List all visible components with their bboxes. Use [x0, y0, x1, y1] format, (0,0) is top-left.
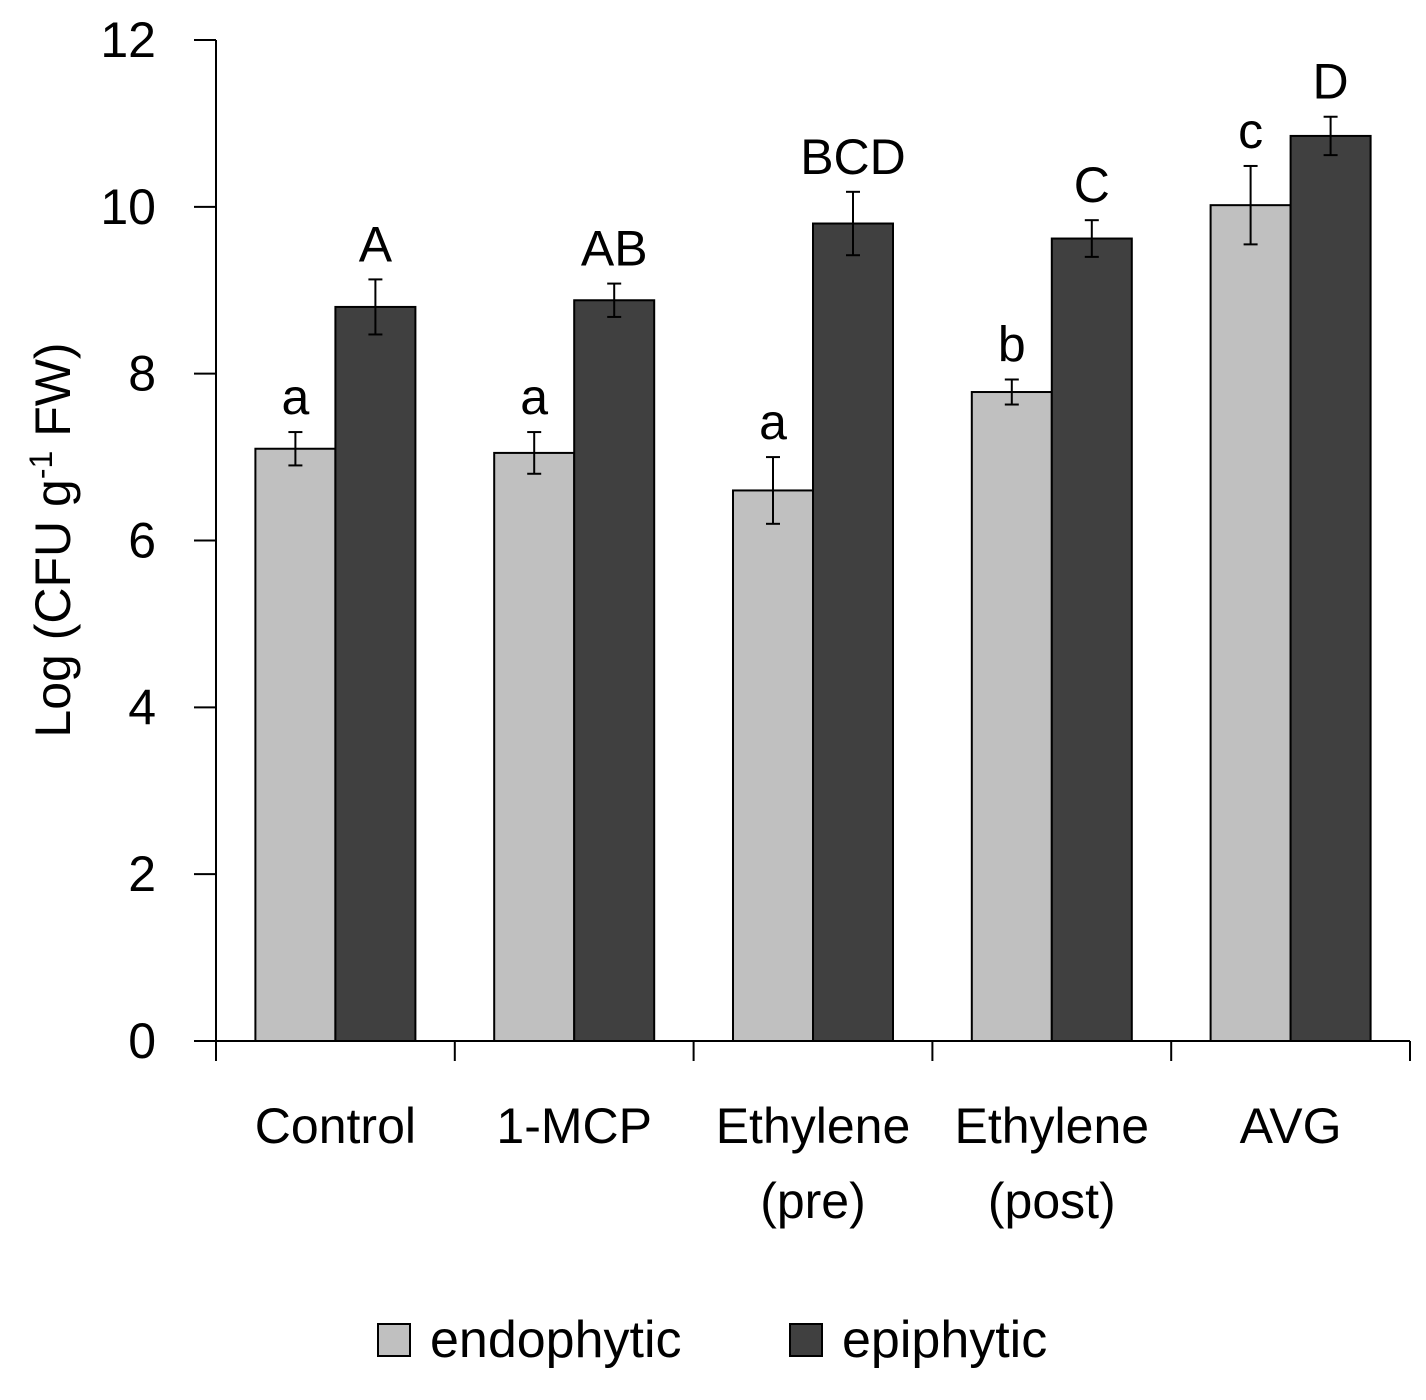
x-category-label-line: Ethylene — [716, 1098, 911, 1154]
y-axis-title-suffix: FW) — [25, 342, 81, 450]
significance-label-epiphytic: D — [1313, 54, 1349, 110]
significance-label-endophytic: c — [1238, 103, 1263, 159]
significance-label-epiphytic: C — [1074, 157, 1110, 213]
bar-endophytic — [254, 447, 337, 1043]
significance-label-endophytic: a — [281, 369, 309, 425]
y-tick-label: 12 — [100, 12, 156, 68]
bar-epiphytic — [334, 305, 417, 1042]
y-tick-label: 8 — [128, 346, 156, 402]
legend-swatch-endophytic — [377, 1323, 411, 1357]
bar-epiphytic — [573, 299, 656, 1042]
significance-label-epiphytic: AB — [581, 221, 648, 277]
bar-endophytic — [493, 451, 576, 1043]
x-category-label: Ethylene (pre) — [716, 1098, 911, 1229]
y-tick-label: 4 — [128, 679, 156, 735]
y-tick-label: 0 — [128, 1013, 156, 1069]
legend: endophytic epiphytic — [377, 1311, 1047, 1369]
bar-epiphytic — [1050, 237, 1133, 1042]
x-category-label-line: 1-MCP — [496, 1098, 652, 1154]
y-tick-label: 2 — [128, 846, 156, 902]
bar-endophytic — [1209, 204, 1292, 1043]
significance-label-endophytic: a — [759, 394, 787, 450]
significance-label-endophytic: a — [520, 369, 548, 425]
x-category-label-line: (post) — [988, 1173, 1116, 1229]
bar-endophytic — [732, 489, 814, 1042]
x-category-label: 1-MCP — [496, 1098, 652, 1154]
significance-label-epiphytic: BCD — [800, 129, 906, 185]
x-category-label: Control — [255, 1098, 416, 1154]
legend-label-endophytic: endophytic — [430, 1311, 682, 1369]
y-tick-label: 10 — [100, 179, 156, 235]
bar-endophytic — [970, 391, 1053, 1043]
plot-area: 0 2 4 6 8 10 12 Control a A 1-MCP a AB Ethylene (pre) a… — [100, 12, 1411, 1229]
x-category-label: Ethylene (post) — [955, 1098, 1150, 1229]
x-category-label-line: AVG — [1240, 1098, 1342, 1154]
significance-label-endophytic: b — [998, 317, 1026, 373]
x-category-label: AVG — [1240, 1098, 1342, 1154]
x-category-label-line: (pre) — [760, 1173, 866, 1229]
bar-epiphytic — [812, 222, 894, 1042]
legend-swatch-epiphytic — [789, 1323, 823, 1357]
y-tick-label: 6 — [128, 513, 156, 569]
legend-label-epiphytic: epiphytic — [842, 1311, 1047, 1369]
y-axis-title: Log (CFU g-1 FW) — [23, 342, 81, 737]
significance-label-epiphytic: A — [359, 216, 393, 272]
bar-epiphytic — [1289, 134, 1372, 1043]
x-category-label-line: Control — [255, 1098, 416, 1154]
y-axis-title-prefix: Log (CFU g — [25, 479, 81, 737]
y-axis-title-superscript: -1 — [23, 451, 59, 479]
x-category-label-line: Ethylene — [955, 1098, 1150, 1154]
y-axis-title-group: Log (CFU g-1 FW) — [23, 342, 81, 737]
